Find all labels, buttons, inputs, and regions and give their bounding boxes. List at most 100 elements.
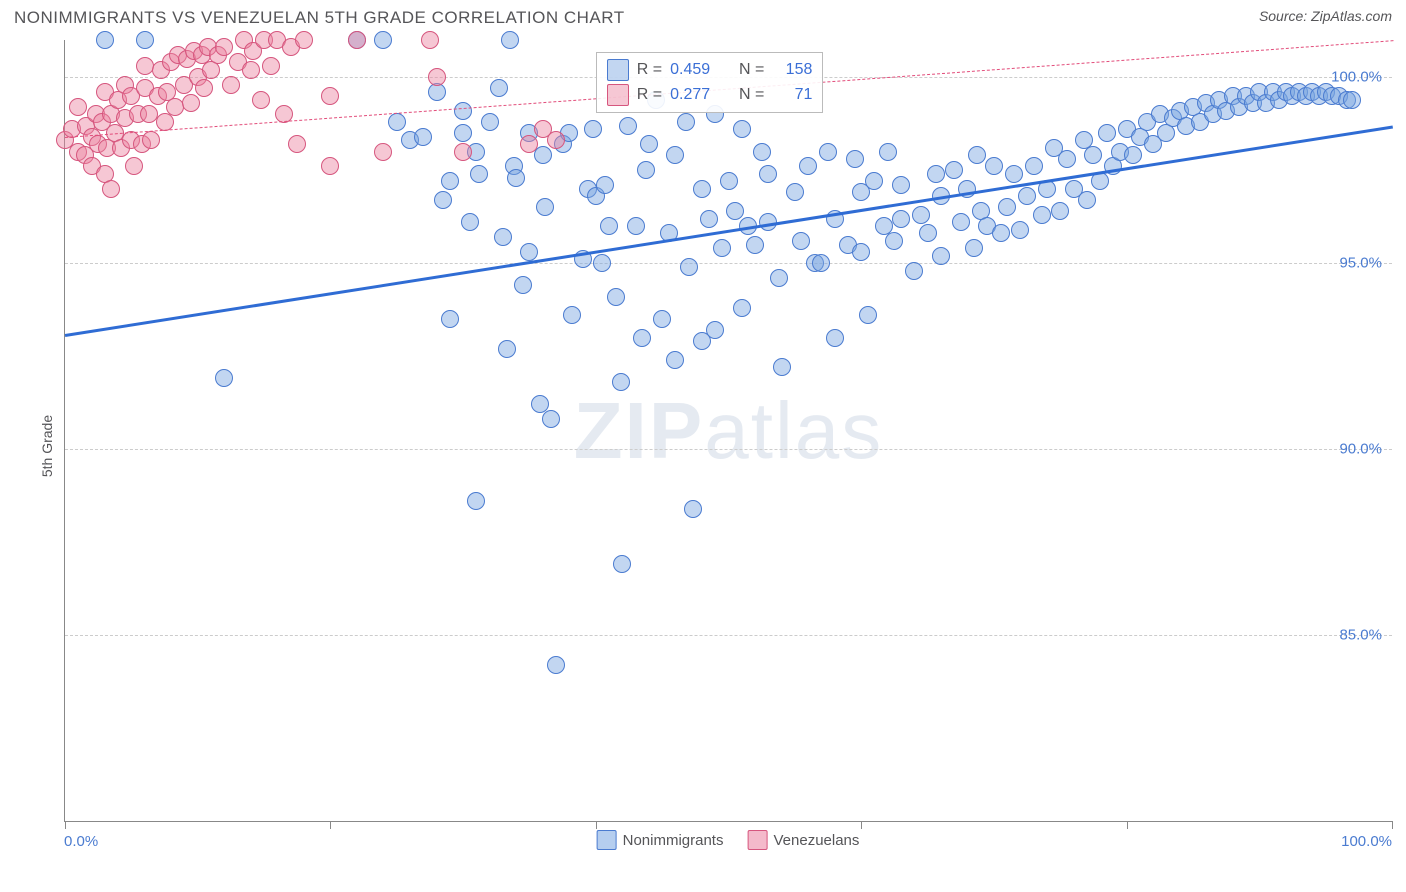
scatter-point <box>454 124 472 142</box>
x-axis-labels: 0.0% NonimmigrantsVenezuelans 100.0% <box>64 824 1392 852</box>
scatter-point <box>720 172 738 190</box>
legend-swatch <box>597 830 617 850</box>
scatter-point <box>514 276 532 294</box>
scatter-point <box>846 150 864 168</box>
stats-n-label: N = <box>730 57 764 83</box>
scatter-point <box>222 76 240 94</box>
legend-label: Venezuelans <box>773 832 859 849</box>
scatter-point <box>1051 202 1069 220</box>
stats-swatch <box>607 84 629 106</box>
chart-source: Source: ZipAtlas.com <box>1259 8 1392 24</box>
watermark-light: atlas <box>704 386 883 475</box>
scatter-point <box>69 98 87 116</box>
scatter-point <box>374 31 392 49</box>
scatter-point <box>421 31 439 49</box>
scatter-point <box>374 143 392 161</box>
scatter-point <box>1005 165 1023 183</box>
scatter-point <box>102 180 120 198</box>
scatter-point <box>799 157 817 175</box>
scatter-point <box>441 172 459 190</box>
scatter-point <box>428 68 446 86</box>
scatter-point <box>434 191 452 209</box>
chart-header: NONIMMIGRANTS VS VENEZUELAN 5TH GRADE CO… <box>0 0 1406 28</box>
scatter-point <box>912 206 930 224</box>
scatter-point <box>481 113 499 131</box>
stats-r-value: 0.277 <box>670 82 722 108</box>
scatter-point <box>1058 150 1076 168</box>
scatter-point <box>713 239 731 257</box>
scatter-point <box>501 31 519 49</box>
scatter-point <box>563 306 581 324</box>
scatter-point <box>596 176 614 194</box>
scatter-point <box>892 176 910 194</box>
legend-swatch <box>747 830 767 850</box>
scatter-point <box>613 555 631 573</box>
scatter-point <box>773 358 791 376</box>
scatter-point <box>252 91 270 109</box>
scatter-point <box>819 143 837 161</box>
scatter-point <box>1011 221 1029 239</box>
scatter-point <box>607 288 625 306</box>
stats-n-label: N = <box>730 82 764 108</box>
stats-row: R = 0.277 N = 71 <box>607 82 813 108</box>
chart-area: 5th Grade ZIPatlas 85.0%90.0%95.0%100.0%… <box>14 40 1392 852</box>
scatter-point <box>879 143 897 161</box>
stats-box: R = 0.459 N = 158R = 0.277 N = 71 <box>596 52 824 113</box>
scatter-point <box>295 31 313 49</box>
scatter-point <box>1098 124 1116 142</box>
scatter-point <box>812 254 830 272</box>
scatter-point <box>968 146 986 164</box>
watermark-bold: ZIP <box>574 386 704 475</box>
stats-n-value: 158 <box>772 57 812 83</box>
scatter-point <box>998 198 1016 216</box>
scatter-point <box>388 113 406 131</box>
scatter-point <box>693 180 711 198</box>
scatter-point <box>242 61 260 79</box>
scatter-point <box>612 373 630 391</box>
scatter-point <box>770 269 788 287</box>
scatter-point <box>494 228 512 246</box>
scatter-point <box>666 351 684 369</box>
stats-n-value: 71 <box>772 82 812 108</box>
gridline <box>65 449 1392 450</box>
scatter-point <box>321 87 339 105</box>
scatter-point <box>706 321 724 339</box>
scatter-point <box>136 31 154 49</box>
scatter-point <box>414 128 432 146</box>
scatter-point <box>1084 146 1102 164</box>
scatter-point <box>932 247 950 265</box>
scatter-point <box>859 306 877 324</box>
scatter-point <box>584 120 602 138</box>
scatter-point <box>470 165 488 183</box>
scatter-point <box>454 143 472 161</box>
scatter-point <box>633 329 651 347</box>
stats-r-label: R = <box>637 57 662 83</box>
legend-item: Nonimmigrants <box>597 830 724 850</box>
scatter-point <box>461 213 479 231</box>
scatter-point <box>593 254 611 272</box>
scatter-point <box>892 210 910 228</box>
y-axis-label: 5th Grade <box>39 415 55 477</box>
scatter-point <box>536 198 554 216</box>
scatter-point <box>215 369 233 387</box>
y-tick-label: 100.0% <box>1331 69 1382 86</box>
chart-title: NONIMMIGRANTS VS VENEZUELAN 5TH GRADE CO… <box>14 8 625 28</box>
scatter-point <box>520 135 538 153</box>
x-axis-min-label: 0.0% <box>64 833 98 850</box>
scatter-point <box>441 310 459 328</box>
y-tick-label: 95.0% <box>1339 255 1382 272</box>
stats-r-label: R = <box>637 82 662 108</box>
scatter-point <box>677 113 695 131</box>
stats-row: R = 0.459 N = 158 <box>607 57 813 83</box>
scatter-point <box>885 232 903 250</box>
scatter-point <box>759 165 777 183</box>
scatter-point <box>992 224 1010 242</box>
scatter-point <box>182 94 200 112</box>
scatter-point <box>985 157 1003 175</box>
scatter-point <box>142 131 160 149</box>
scatter-point <box>467 492 485 510</box>
scatter-point <box>195 79 213 97</box>
scatter-point <box>542 410 560 428</box>
scatter-point <box>640 135 658 153</box>
scatter-point <box>733 299 751 317</box>
